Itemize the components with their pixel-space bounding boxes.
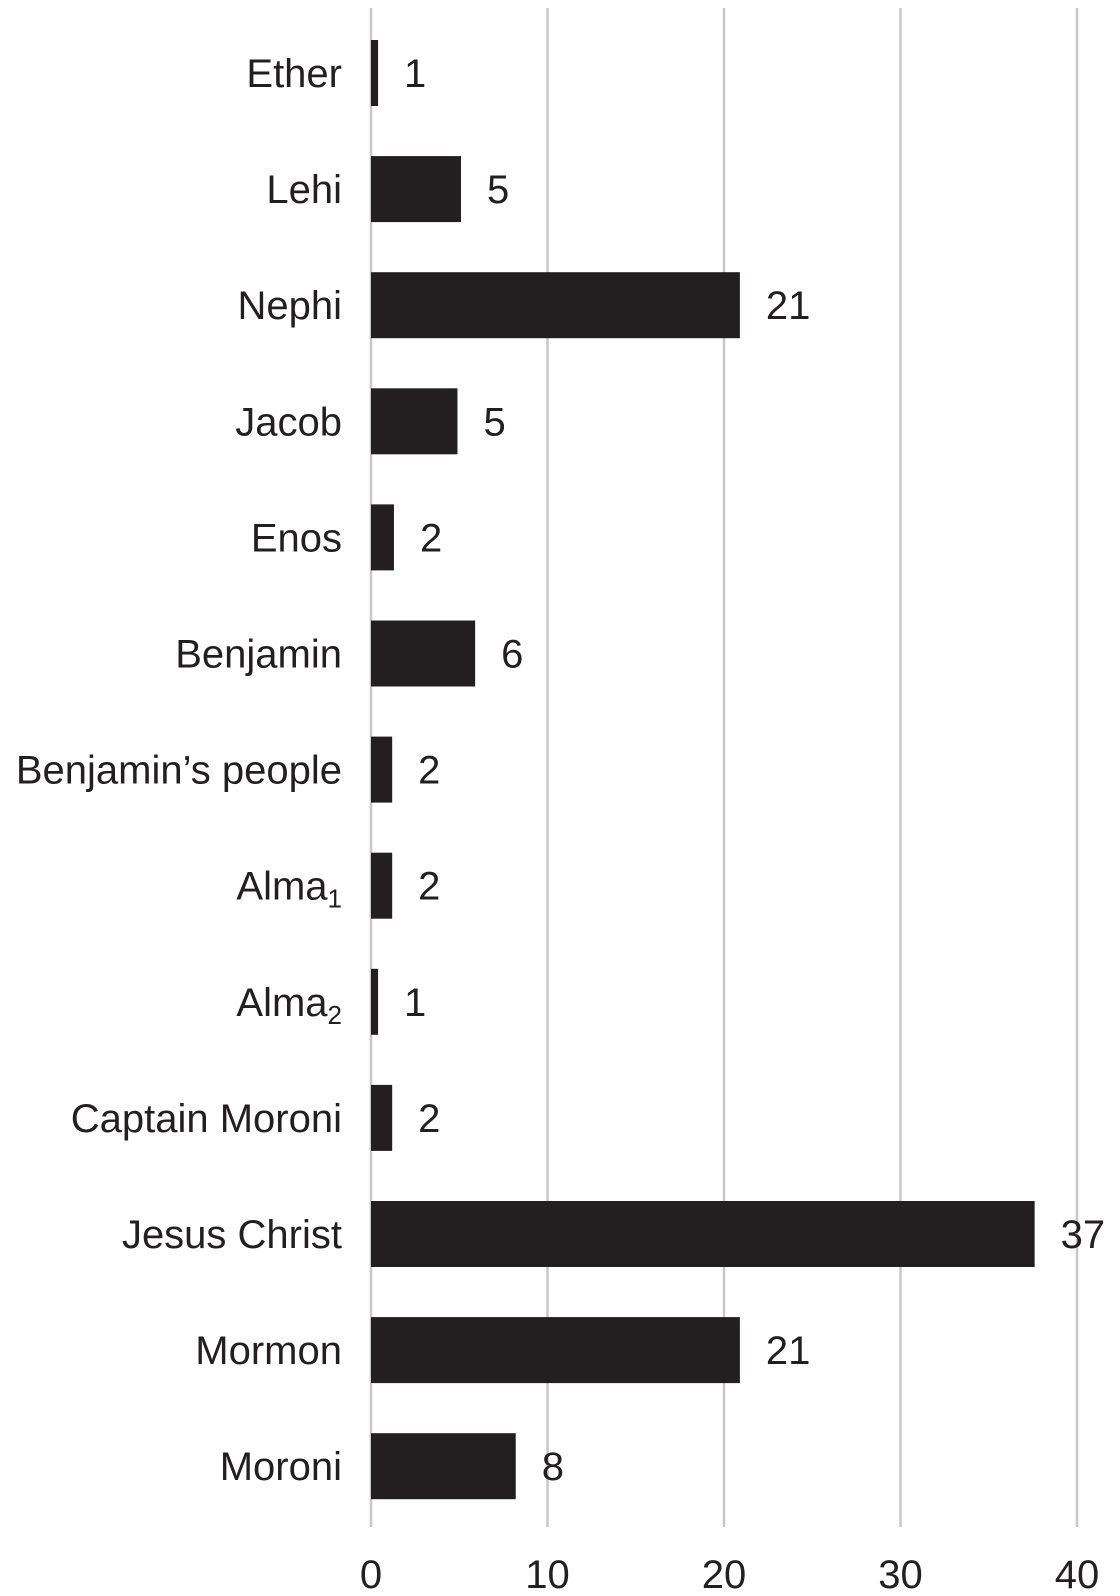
bar: [371, 736, 393, 803]
value-label: 6: [501, 633, 523, 677]
category-label-text: Alma: [236, 981, 328, 1025]
grid-layer: [369, 8, 1079, 1527]
category-label-text: Enos: [251, 516, 342, 560]
value-label: 2: [420, 516, 442, 560]
bar: [371, 504, 394, 571]
bar: [371, 1201, 1035, 1267]
category-label: Enos: [251, 516, 342, 560]
category-label-text: Benjamin: [175, 633, 342, 677]
category-label-text: Moroni: [220, 1445, 342, 1489]
bar: [371, 968, 379, 1035]
bar: [371, 1317, 740, 1384]
value-label: 2: [418, 1097, 440, 1141]
category-label-text: Nephi: [237, 284, 342, 328]
value-label: 2: [418, 865, 440, 909]
category-label: Nephi: [237, 284, 342, 328]
value-label: 5: [487, 168, 509, 212]
category-label: Moroni: [220, 1445, 342, 1489]
value-label: 2: [418, 749, 440, 793]
category-label-text: Ether: [246, 52, 342, 96]
category-label-subscript: 1: [328, 884, 342, 914]
bar: [371, 388, 458, 455]
category-label: Alma2: [236, 981, 342, 1030]
value-label: 21: [766, 1329, 811, 1373]
x-tick-label: 30: [878, 1553, 923, 1591]
category-label-text: Benjamin’s people: [16, 749, 342, 793]
bar: [371, 272, 740, 339]
category-label-text: Captain Moroni: [71, 1097, 342, 1141]
value-label: 21: [766, 284, 811, 328]
bar-layer: [371, 40, 1035, 1500]
value-label: 5: [483, 400, 505, 444]
category-label: Mormon: [195, 1329, 342, 1373]
category-label-text: Jacob: [235, 400, 342, 444]
category-label: Benjamin’s people: [16, 749, 342, 793]
value-label: 8: [542, 1445, 564, 1489]
category-label: Ether: [246, 52, 342, 96]
category-label-text: Alma: [236, 865, 328, 909]
bar: [371, 1433, 516, 1500]
bar: [371, 852, 393, 919]
category-label: Jacob: [235, 400, 342, 444]
category-label: Jesus Christ: [122, 1213, 342, 1257]
tick-layer: 0 10 20 30 40: [360, 1553, 1100, 1596]
value-label: 1: [404, 981, 426, 1025]
category-label-text: Jesus Christ: [122, 1213, 342, 1257]
bar: [371, 620, 476, 687]
x-tick-label: 40: [1055, 1553, 1100, 1591]
category-label-text: Lehi: [266, 168, 342, 212]
value-label: 1: [404, 52, 426, 96]
bar: [371, 1084, 393, 1151]
x-tick-label: 20: [702, 1553, 747, 1591]
category-label-text: Mormon: [195, 1329, 342, 1373]
x-tick-label: 0: [360, 1553, 382, 1591]
category-label: Captain Moroni: [71, 1097, 342, 1141]
value-label: 37: [1061, 1213, 1106, 1257]
category-label: Benjamin: [175, 633, 342, 677]
bar: [371, 40, 379, 106]
category-label-subscript: 2: [328, 1000, 342, 1030]
category-label: Alma1: [236, 865, 342, 914]
category-label: Lehi: [266, 168, 342, 212]
bar: [371, 156, 462, 223]
x-tick-label: 10: [525, 1553, 570, 1591]
